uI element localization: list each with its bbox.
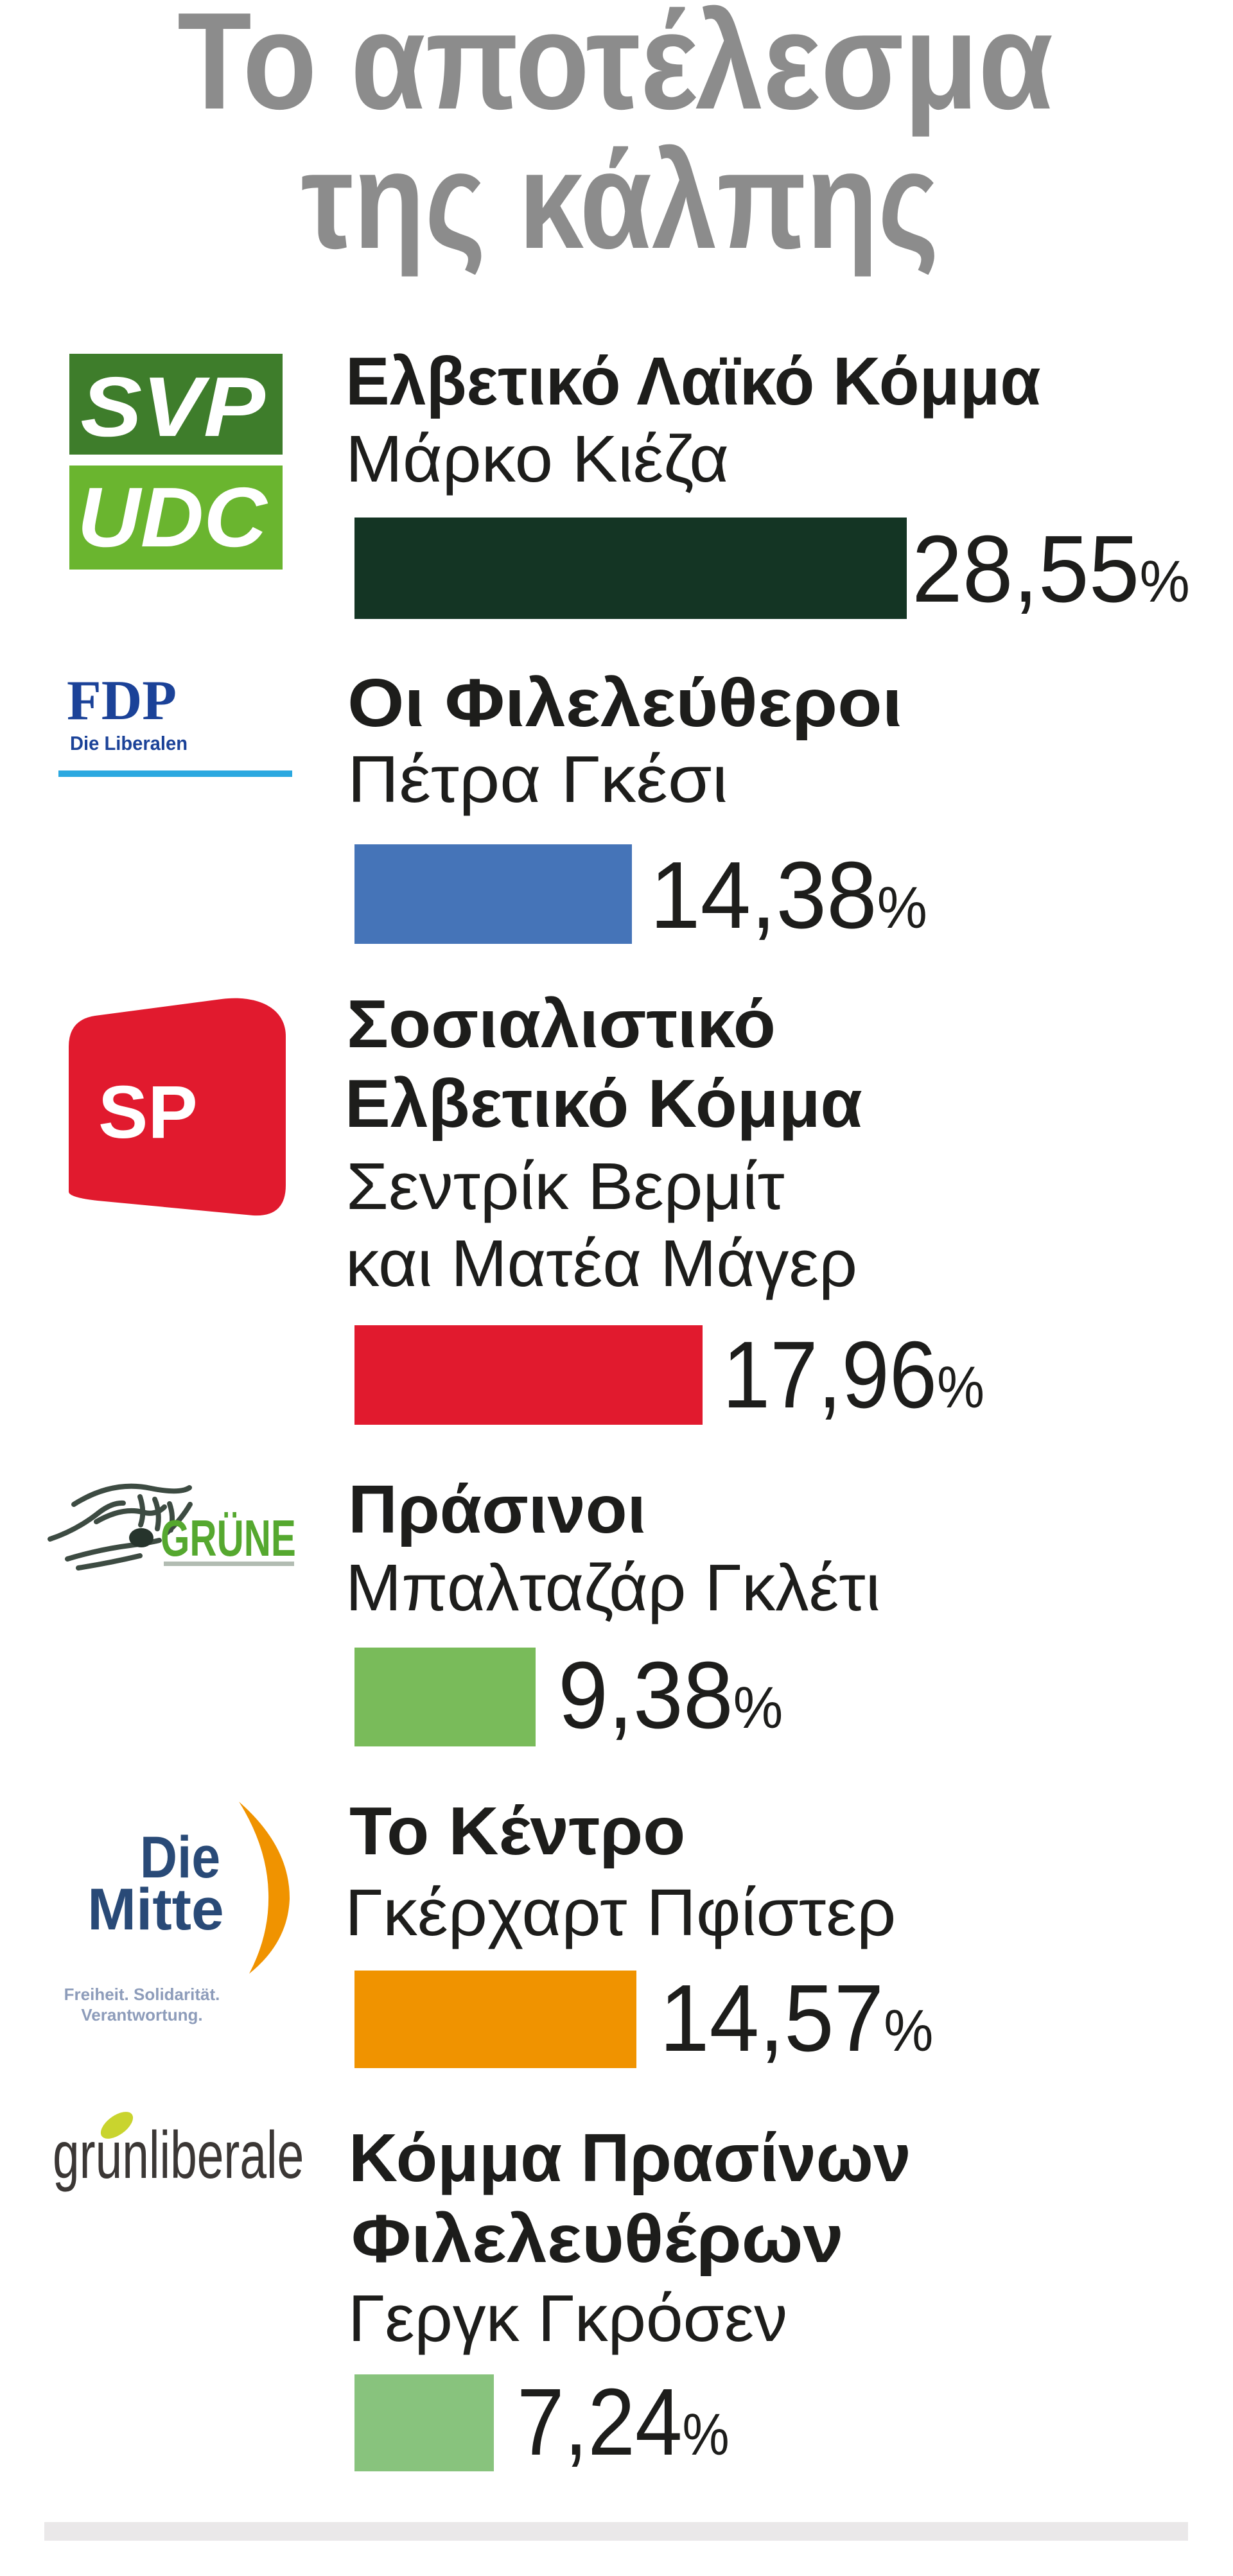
svg-text:SP: SP: [98, 1070, 198, 1154]
svg-text:GRÜNE: GRÜNE: [161, 1510, 296, 1567]
